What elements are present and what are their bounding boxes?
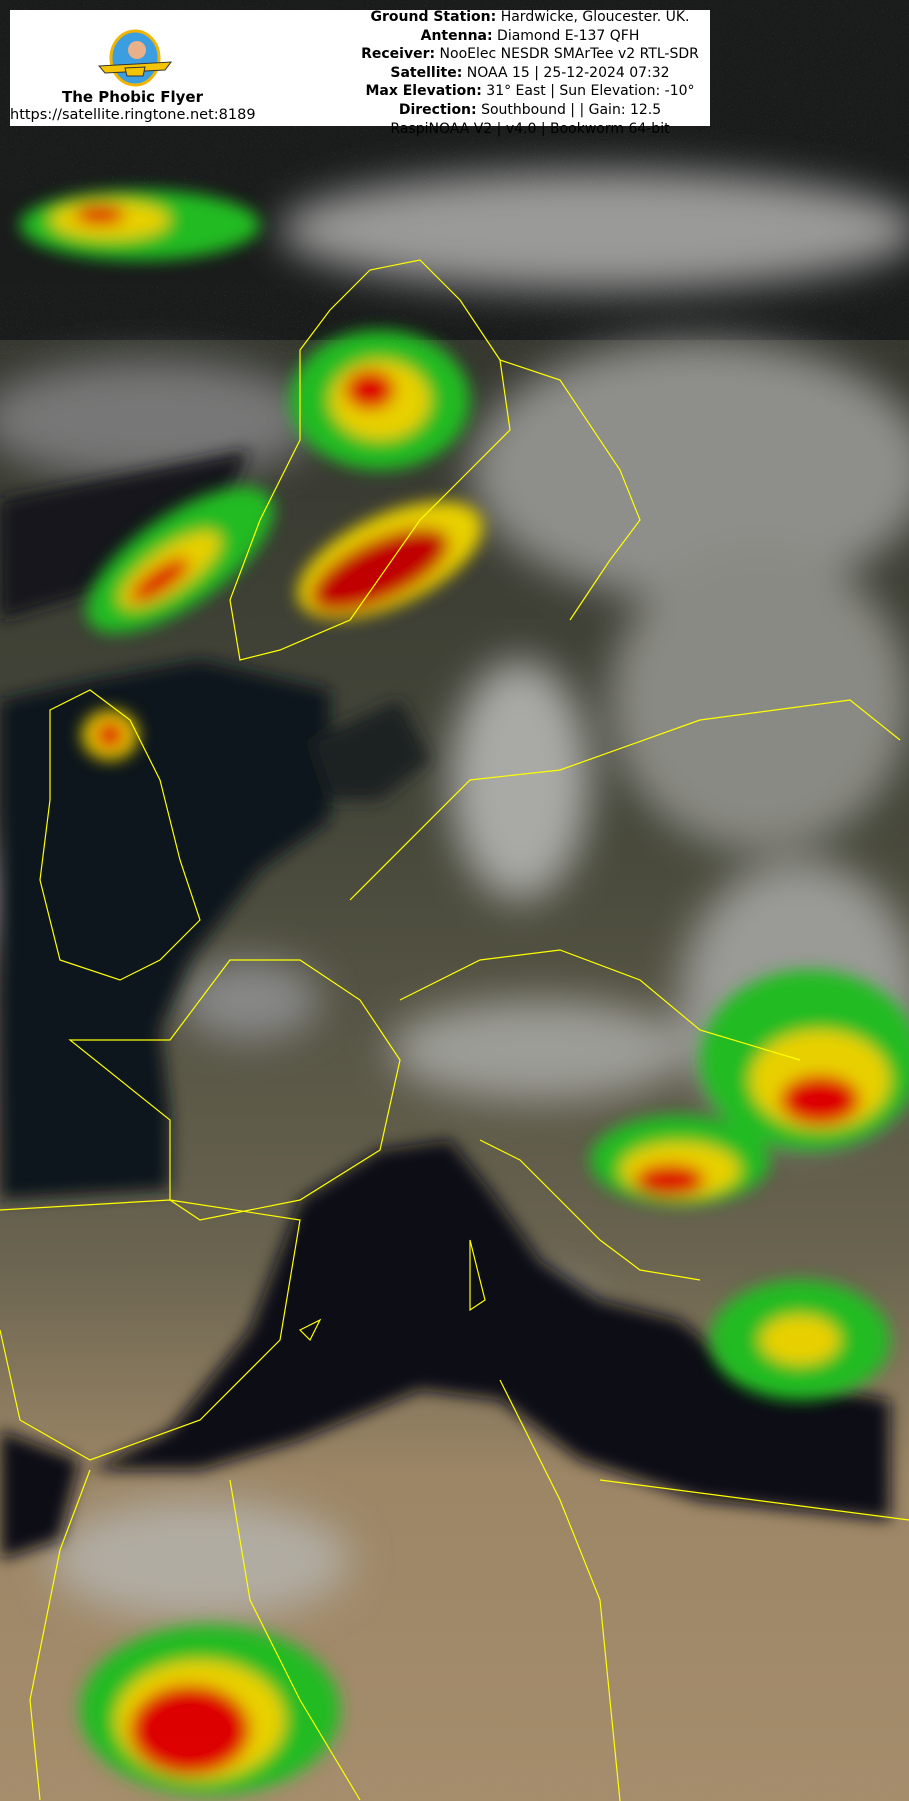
elevation-line: Max Elevation: 31° East | Sun Elevation:…	[350, 82, 710, 101]
ground-station-line: Ground Station: Hardwicke, Gloucester. U…	[350, 8, 710, 27]
line-value: Southbound | | Gain: 12.5	[476, 101, 662, 118]
line-label: Max Elevation:	[365, 83, 482, 100]
brand-name: The Phobic Flyer	[61, 88, 203, 106]
line-value: Diamond E-137 QFH	[492, 27, 640, 44]
sea-areas	[0, 450, 890, 1560]
direction-line: Direction: Southbound | | Gain: 12.5	[350, 101, 710, 120]
antenna-line: Antenna: Diamond E-137 QFH	[350, 27, 710, 46]
pass-details: Ground Station: Hardwicke, Gloucester. U…	[350, 8, 710, 138]
cloud-cover	[0, 170, 909, 1620]
satellite-line: Satellite: NOAA 15 | 25-12-2024 07:32	[350, 64, 710, 83]
station-url: https://satellite.ringtone.net:8189	[10, 107, 256, 123]
line-label: Antenna:	[420, 27, 493, 44]
line-value: NOAA 15 | 25-12-2024 07:32	[462, 64, 670, 81]
line-value: RaspiNOAA V2 | v4.0 | Bookworm 64-bit	[390, 120, 670, 137]
line-label: Direction:	[398, 101, 477, 118]
line-label: Receiver:	[361, 46, 436, 63]
line-value: Hardwicke, Gloucester. UK.	[496, 9, 690, 25]
line-label: Ground Station:	[370, 9, 497, 25]
receiver-line: Receiver: NooElec NESDR SMArTee v2 RTL-S…	[350, 45, 710, 64]
software-line: RaspiNOAA V2 | v4.0 | Bookworm 64-bit	[350, 120, 710, 139]
line-value: 31° East | Sun Elevation: -10°	[481, 83, 695, 100]
country-borders	[0, 259, 909, 1801]
line-label: Satellite:	[390, 64, 463, 81]
phobic-flyer-logo	[97, 29, 173, 87]
line-value: NooElec NESDR SMArTee v2 RTL-SDR	[435, 46, 699, 63]
station-info-panel: The Phobic Flyer https://satellite.ringt…	[10, 9, 710, 137]
